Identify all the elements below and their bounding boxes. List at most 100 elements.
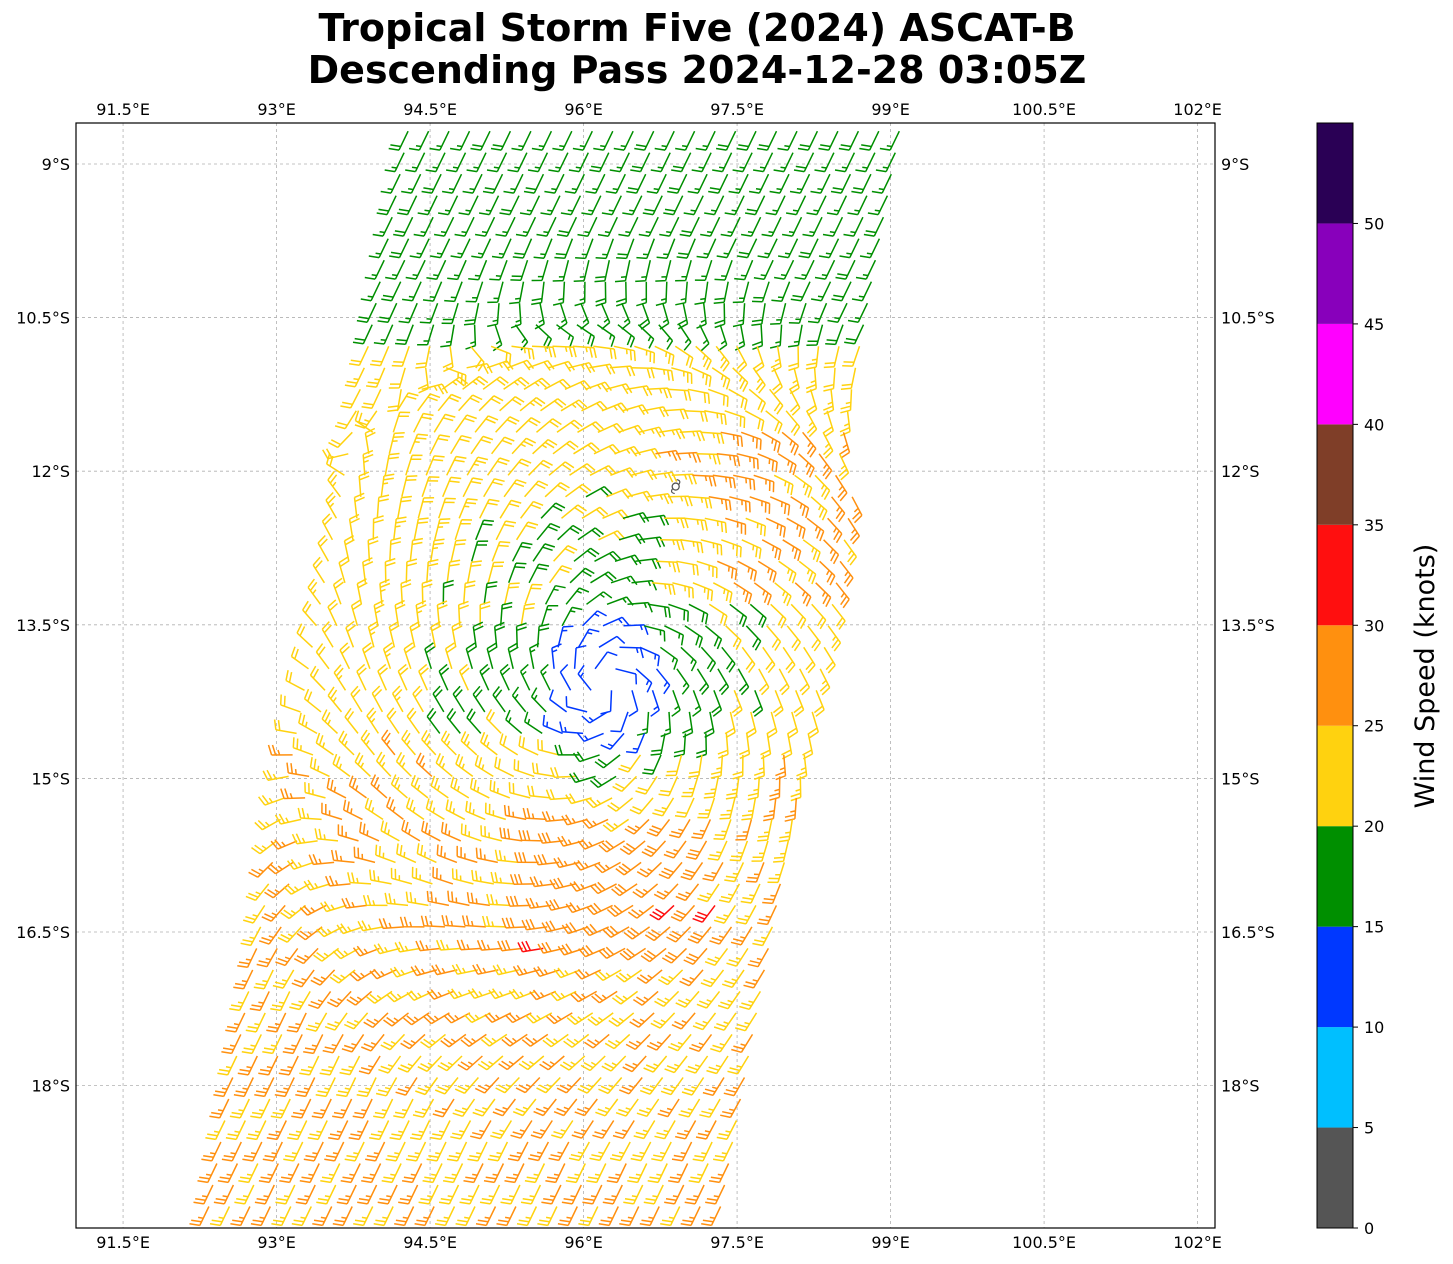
wind-barb (436, 844, 458, 864)
wind-barb (279, 694, 301, 713)
wind-barb (417, 496, 435, 519)
wind-barb (594, 651, 618, 670)
wind-barb (339, 642, 351, 670)
wind-barb (533, 1098, 557, 1117)
wind-barb (647, 1163, 668, 1184)
storm-center-marker (670, 478, 681, 495)
wind-barb (213, 1184, 235, 1205)
wind-barb (660, 1077, 684, 1096)
wind-barb (449, 130, 471, 151)
wind-barb (834, 474, 848, 502)
wind-barb (573, 859, 601, 871)
wind-barb (477, 1055, 504, 1071)
wind-barb (525, 1012, 553, 1024)
wind-barb (560, 399, 588, 412)
wind-barb (570, 990, 598, 1003)
wind-barb (348, 345, 369, 367)
wind-barb (653, 883, 679, 900)
wind-barb (564, 173, 585, 194)
wind-barb (770, 603, 787, 629)
wind-barb (687, 173, 708, 194)
wind-barb (810, 173, 831, 194)
colorbar-tick-label: 30 (1364, 616, 1384, 635)
wind-barb (549, 877, 576, 890)
colorbar-segment (1317, 123, 1353, 224)
wind-barb (454, 414, 477, 433)
wind-barb (499, 195, 520, 216)
wind-barb (474, 1076, 500, 1094)
wind-barb (581, 506, 609, 519)
wind-barb (468, 259, 488, 281)
wind-barb (569, 881, 597, 892)
wind-barb (794, 582, 812, 607)
wind-barb (333, 664, 347, 691)
wind-barb (316, 926, 343, 938)
wind-barb (700, 539, 723, 556)
wind-barb (847, 302, 869, 323)
wind-barb (614, 554, 642, 566)
wind-barb (321, 802, 343, 821)
wind-barb (254, 1077, 275, 1098)
wind-barb (806, 517, 825, 542)
colorbar-segment (1317, 1127, 1353, 1228)
wind-barb (512, 965, 540, 977)
x-tick-label-top: 96°E (564, 100, 602, 119)
wind-barb (806, 195, 827, 216)
wind-barb (250, 1206, 271, 1227)
latitude-ticks: 9°S 9°S 10.5°S 10.5°S 12°S 12°S 13.5°S 13.5°S 15… (16, 155, 1275, 1096)
wind-barb (805, 410, 818, 438)
wind-barb (499, 601, 513, 626)
wind-barb (697, 797, 716, 819)
wind-barb (602, 1184, 623, 1205)
wind-barb (701, 1206, 722, 1227)
wind-barb (349, 969, 376, 982)
wind-barb (492, 964, 519, 976)
wind-barb (731, 1034, 754, 1054)
wind-barb (772, 367, 783, 395)
wind-barb (358, 471, 370, 497)
wind-barb (541, 811, 568, 823)
wind-barb (237, 1055, 258, 1076)
wind-barb (695, 345, 712, 371)
wind-barb (450, 238, 471, 259)
wind-barb (292, 737, 314, 756)
wind-barb (642, 195, 663, 216)
wind-barb (713, 281, 729, 305)
wind-barb (717, 733, 729, 759)
wind-barb (649, 904, 675, 921)
wind-barb (421, 820, 441, 842)
wind-barb (415, 600, 427, 626)
wind-barb (729, 840, 749, 862)
wind-barb (270, 1098, 291, 1119)
x-tick-label-top: 100.5°E (1012, 100, 1076, 119)
wind-barb (647, 493, 674, 505)
wind-barb (708, 1163, 730, 1184)
wind-barb (478, 195, 500, 216)
wind-barb (313, 947, 340, 962)
wind-barb (631, 579, 658, 591)
wind-barb (426, 890, 450, 907)
wind-barb (486, 642, 498, 669)
wind-barb (863, 216, 885, 237)
wind-barb (204, 1227, 205, 1228)
wind-barb (827, 625, 842, 652)
wind-barb (718, 883, 741, 904)
wind-barb (708, 603, 728, 627)
wind-barb (521, 1033, 549, 1047)
wind-barb (697, 883, 720, 903)
wind-barb (671, 152, 692, 173)
wind-barb (261, 904, 286, 922)
wind-barb (823, 367, 836, 392)
wind-barb (585, 173, 606, 194)
wind-barb (576, 324, 596, 347)
wind-barb (622, 404, 649, 416)
wind-barb (274, 1077, 295, 1098)
wind-barb (336, 923, 364, 935)
wind-barb (378, 1055, 402, 1074)
wind-barb (291, 969, 315, 988)
wind-barb (618, 424, 646, 436)
wind-barb (602, 616, 630, 627)
wind-barb (851, 281, 873, 302)
wind-barb (509, 873, 535, 885)
wind-barb (490, 1227, 492, 1228)
